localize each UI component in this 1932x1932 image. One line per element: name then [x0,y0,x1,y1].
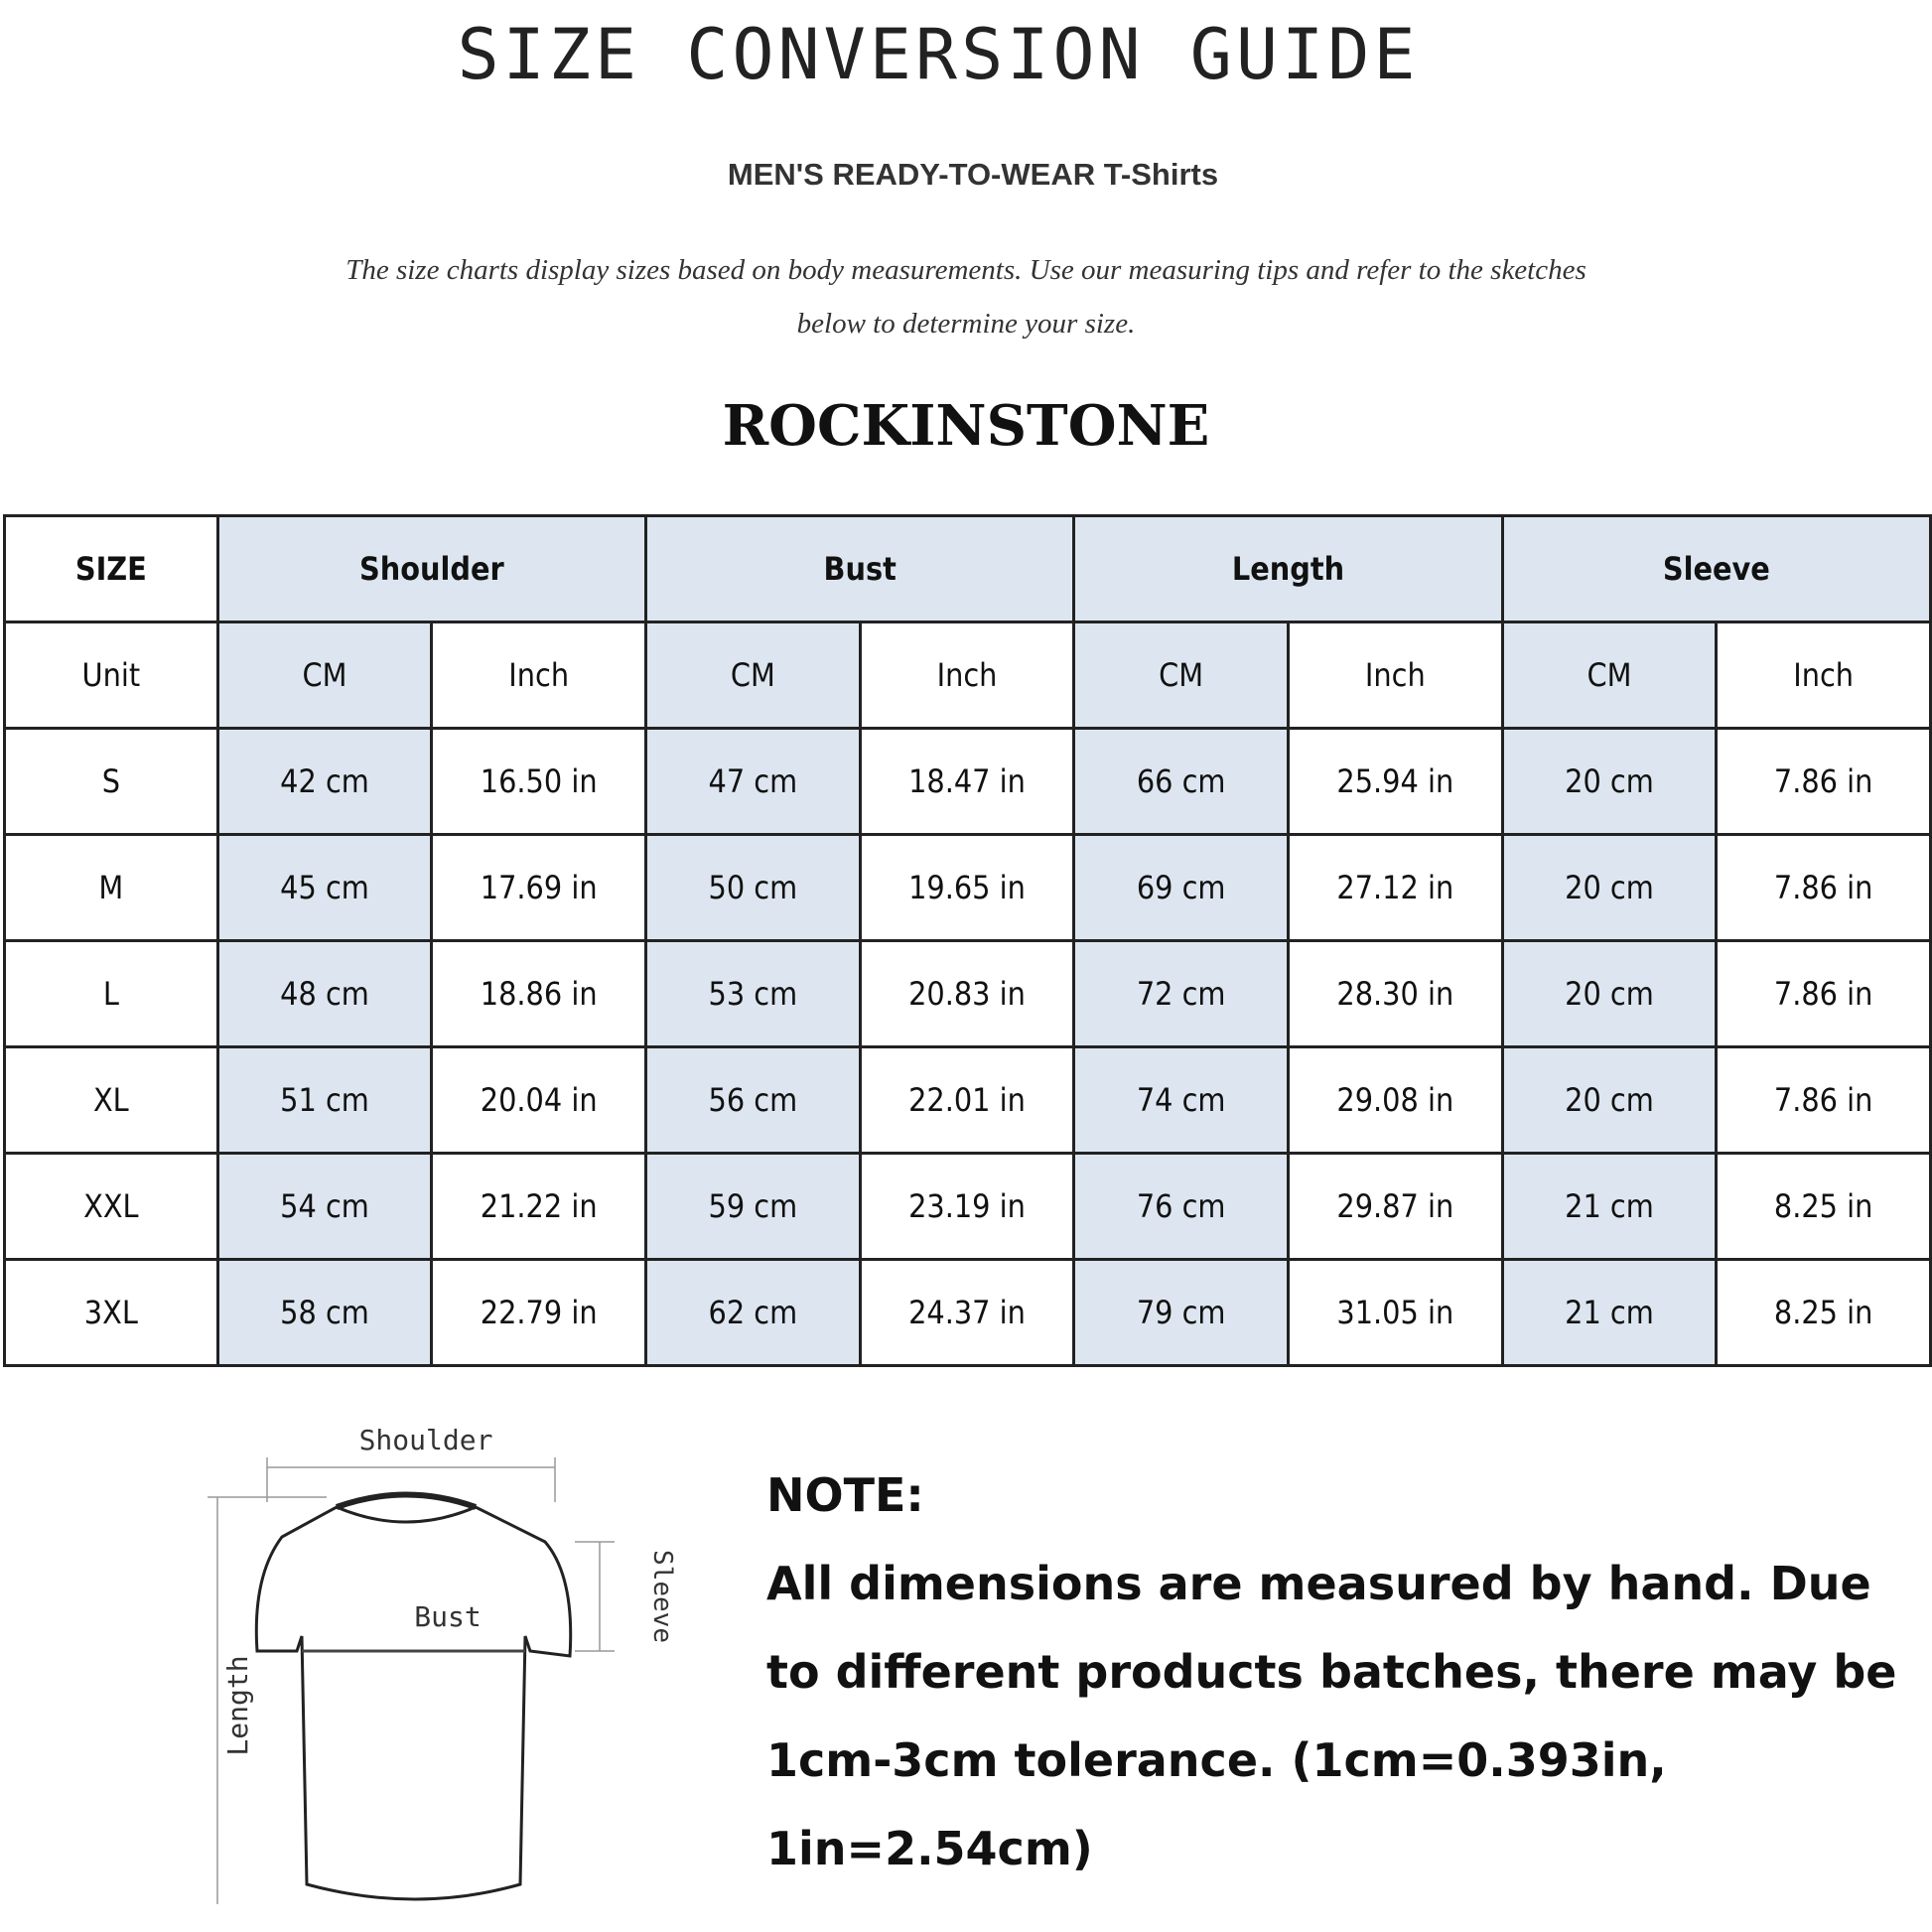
measurement-cell: 24.37 in [858,1258,1076,1367]
diagram-label-length: Length [221,1655,254,1755]
table-row: M 45 cm 17.69 in 50 cm 19.65 in 69 cm 27.12 in… [3,833,1932,942]
measurement-cell: 27.12 in [1286,833,1504,942]
measurement-cell: 42 cm [215,727,434,836]
unit-cell: CM [644,621,862,730]
measurement-cell: 59 cm [644,1152,862,1261]
group-header: Length [1072,514,1504,623]
measurement-cell: 29.08 in [1286,1045,1504,1155]
measurement-cell: 18.86 in [430,939,648,1048]
intro-line-1: The size charts display sizes based on b… [345,254,1587,286]
measurement-cell: 16.50 in [430,727,648,836]
measurement-cell: 25.94 in [1286,727,1504,836]
note-heading: NOTE: [766,1468,924,1522]
size-table: SIZE Shoulder Bust Length Sleeve Unit CM Inch CM… [3,514,1932,1367]
unit-cell: Inch [1286,621,1504,730]
measurement-cell: 54 cm [215,1152,434,1261]
table-row: XL 51 cm 20.04 in 56 cm 22.01 in 74 cm 29.08 i… [3,1045,1932,1155]
header-row: SIZE Shoulder Bust Length Sleeve [3,514,1932,623]
measurement-cell: 56 cm [644,1045,862,1155]
measurement-cell: 66 cm [1072,727,1290,836]
table-row: XXL 54 cm 21.22 in 59 cm 23.19 in 76 cm 29.87 … [3,1152,1932,1261]
measurement-cell: 31.05 in [1286,1258,1504,1367]
brand-name: ROCKINSTONE [722,393,1210,459]
measurement-cell: 20.83 in [858,939,1076,1048]
table-row: 3XL 58 cm 22.79 in 62 cm 24.37 in 79 cm 31.05 … [3,1258,1932,1367]
measurement-cell: 29.87 in [1286,1152,1504,1261]
unit-cell: CM [1072,621,1290,730]
measurement-cell: 7.86 in [1715,939,1932,1048]
measurement-cell: 76 cm [1072,1152,1290,1261]
tshirt-measurement-diagram: Shoulder Bust Length Sleeve [207,1424,677,1904]
measurement-cell: 21.22 in [430,1152,648,1261]
table-row: L 48 cm 18.86 in 53 cm 20.83 in 72 cm 28.30 in… [3,939,1932,1048]
measurement-cell: 19.65 in [858,833,1076,942]
unit-cell: CM [1500,621,1719,730]
group-header: Shoulder [215,514,648,623]
diagram-label-sleeve: Sleeve [647,1550,677,1643]
size-cell: 3XL [3,1258,219,1367]
intro-line-2: below to determine your size. [796,308,1136,340]
measurement-cell: 23.19 in [858,1152,1076,1261]
measurement-cell: 47 cm [644,727,862,836]
measurement-cell: 74 cm [1072,1045,1290,1155]
size-cell: M [3,833,219,942]
measurement-cell: 7.86 in [1715,833,1932,942]
unit-cell: Inch [1715,621,1932,730]
measurement-cell: 20 cm [1500,727,1719,836]
measurement-cell: 48 cm [215,939,434,1048]
measurement-cell: 20.04 in [430,1045,648,1155]
measurement-cell: 58 cm [215,1258,434,1367]
measurement-cell: 8.25 in [1715,1152,1932,1261]
measurement-cell: 51 cm [215,1045,434,1155]
measurement-cell: 21 cm [1500,1152,1719,1261]
measurement-cell: 18.47 in [858,727,1076,836]
measurement-cell: 8.25 in [1715,1258,1932,1367]
measurement-cell: 79 cm [1072,1258,1290,1367]
measurement-cell: 72 cm [1072,939,1290,1048]
note: NOTE: All dimensions are measured by han… [766,1451,1908,1893]
unit-header: Unit [3,621,219,730]
group-header: Sleeve [1500,514,1932,623]
note-text: All dimensions are measured by hand. Due… [766,1557,1897,1875]
size-cell: XL [3,1045,219,1155]
measurement-cell: 28.30 in [1286,939,1504,1048]
page-title: SIZE CONVERSION GUIDE [457,14,1420,95]
unit-cell: Inch [858,621,1076,730]
measurement-cell: 22.01 in [858,1045,1076,1155]
measurement-cell: 20 cm [1500,1045,1719,1155]
measurement-cell: 7.86 in [1715,1045,1932,1155]
group-header: Bust [644,514,1076,623]
unit-cell: CM [215,621,434,730]
size-cell: L [3,939,219,1048]
diagram-label-bust: Bust [414,1600,481,1633]
measurement-cell: 20 cm [1500,939,1719,1048]
measurement-cell: 62 cm [644,1258,862,1367]
size-cell: S [3,727,219,836]
measurement-cell: 21 cm [1500,1258,1719,1367]
measurement-cell: 53 cm [644,939,862,1048]
size-cell: XXL [3,1152,219,1261]
measurement-cell: 20 cm [1500,833,1719,942]
subtitle: MEN'S READY-TO-WEAR T-Shirts [727,157,1219,192]
measurement-cell: 45 cm [215,833,434,942]
size-header: SIZE [3,514,219,623]
unit-cell: Inch [430,621,648,730]
table-row: S 42 cm 16.50 in 47 cm 18.47 in 66 cm 25.94 in… [3,727,1932,836]
unit-row: Unit CM Inch CM Inch CM Inch CM Inch [3,621,1932,730]
measurement-cell: 7.86 in [1715,727,1932,836]
measurement-cell: 69 cm [1072,833,1290,942]
measurement-cell: 17.69 in [430,833,648,942]
measurement-cell: 22.79 in [430,1258,648,1367]
diagram-label-shoulder: Shoulder [359,1424,493,1456]
measurement-cell: 50 cm [644,833,862,942]
